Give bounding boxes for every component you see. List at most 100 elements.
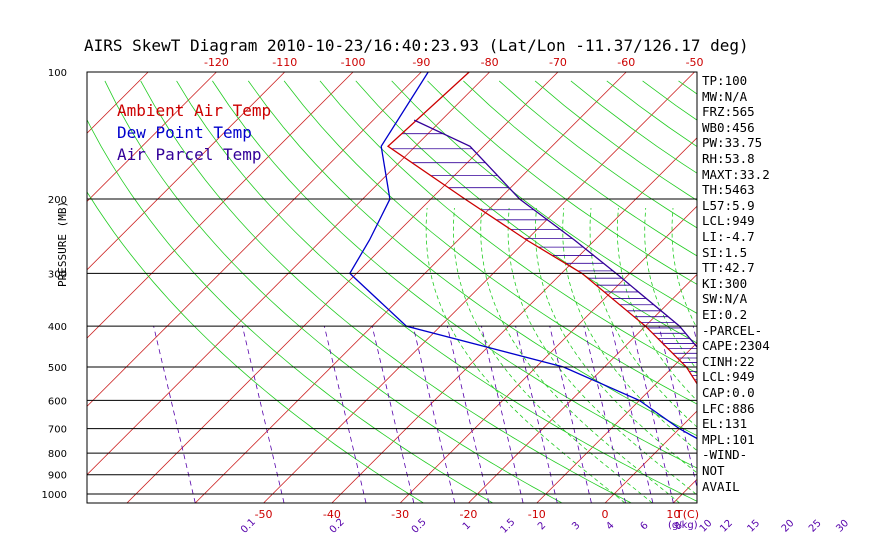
mixing-ratio-tick-label: 15 — [746, 518, 763, 535]
isotherm-line — [810, 72, 870, 503]
bottom-temp-tick-label: 10 — [666, 508, 680, 521]
index-item: MW:N/A — [702, 88, 748, 104]
top-temp-tick-label: -80 — [481, 56, 499, 69]
mixing-ratio-line — [610, 326, 654, 503]
mixing-ratio-tick-label: 2 — [536, 520, 548, 532]
index-item: EI:0.2 — [702, 307, 748, 322]
isotherm-line — [331, 137, 697, 503]
index-item: LFC:886 — [702, 400, 755, 416]
pressure-tick-label: 800 — [48, 449, 67, 460]
index-item: MPL:101 — [702, 431, 755, 447]
mixing-ratio-line — [323, 326, 367, 503]
bottom-temp-tick-label: -20 — [459, 508, 477, 521]
index-item: TH:5463 — [702, 182, 755, 198]
index-item: -WIND- — [702, 447, 748, 463]
isotherm-line — [87, 72, 354, 339]
index-item: CAPE:2304 — [702, 338, 770, 354]
mixing-ratio-line — [446, 326, 490, 503]
bottom-temp-tick-label: -40 — [323, 508, 341, 521]
moist-adiabat-line — [425, 207, 626, 503]
index-item: NOT — [702, 463, 725, 478]
dry-adiabat-line — [355, 80, 697, 344]
dew-point-line — [348, 72, 697, 440]
index-item: TT:42.7 — [702, 260, 755, 276]
pressure-tick-label: 300 — [48, 269, 67, 280]
index-item: TP:100 — [702, 73, 748, 88]
isotherm-line — [87, 72, 217, 203]
dry-adiabat-line — [319, 80, 697, 374]
mixing-ratio-line — [515, 326, 558, 503]
isotherm-line — [87, 72, 286, 271]
mixing-ratio-tick-label: 40 — [868, 518, 870, 535]
isotherm-line — [87, 72, 490, 476]
pressure-tick-label: 400 — [48, 322, 67, 333]
mixing-ratio-line — [371, 326, 415, 503]
plot-frame — [86, 71, 698, 504]
index-item: MAXT:33.2 — [702, 166, 770, 182]
legend-air-parcel-temp: Air Parcel Temp — [117, 145, 262, 164]
top-temp-tick-label: -100 — [341, 56, 366, 69]
dry-adiabat-line — [750, 81, 870, 503]
isotherm-line — [0, 72, 80, 503]
dry-adiabat-line — [140, 80, 632, 503]
index-item: PW:33.75 — [702, 135, 763, 151]
index-item: SW:N/A — [702, 291, 748, 307]
index-item: -PARCEL- — [702, 322, 763, 338]
moist-adiabat-line — [507, 207, 697, 496]
pressure-tick-label: 200 — [48, 195, 67, 206]
bottom-temp-unit-label: T(C) — [675, 508, 699, 521]
dry-adiabat-line — [87, 191, 424, 503]
index-item: LCL:949 — [702, 213, 755, 229]
dry-adiabat-line — [391, 80, 697, 314]
isotherm-line — [604, 410, 697, 503]
bottom-temp-tick-label: -50 — [255, 508, 273, 521]
index-item: AVAIL — [702, 478, 740, 494]
top-temp-tick-label: -50 — [686, 56, 704, 69]
dry-adiabat-line — [822, 81, 870, 503]
mixing-ratio-tick-label: 30 — [834, 518, 851, 535]
mixing-ratio-tick-label: 12 — [718, 518, 735, 535]
mixing-ratio-tick-label: 0.5 — [410, 517, 429, 536]
dry-adiabat-line — [104, 80, 563, 503]
top-temp-tick-label: -70 — [549, 56, 567, 69]
mixing-ratio-tick-label: 3 — [570, 520, 582, 532]
index-item: L57:5.9 — [702, 197, 755, 213]
dry-adiabat-line — [283, 80, 697, 405]
chart-title: AIRS SkewT Diagram 2010-10-23/16:40:23.9… — [84, 36, 749, 55]
index-item: FRZ:565 — [702, 104, 755, 120]
index-item: CINH:22 — [702, 353, 755, 369]
legend-dew-point-temp: Dew Point Temp — [117, 123, 252, 142]
index-item: KI:300 — [702, 275, 748, 291]
mixing-ratio-line — [631, 326, 674, 503]
index-item: LI:-4.7 — [702, 229, 755, 244]
isotherm-line — [263, 72, 695, 503]
isotherm-line — [87, 72, 422, 407]
pressure-tick-label: 900 — [48, 471, 67, 482]
pressure-tick-label: 1000 — [42, 490, 67, 501]
mixing-ratio-line — [782, 326, 824, 503]
mixing-ratio-line — [549, 326, 592, 503]
dry-adiabat-line — [786, 81, 870, 503]
index-item: SI:1.5 — [702, 244, 748, 260]
mixing-ratio-unit-label: (g/kg) — [668, 520, 698, 531]
bottom-temp-tick-label: -30 — [391, 508, 409, 521]
dry-adiabat-line — [858, 81, 870, 503]
mixing-ratio-line — [481, 326, 524, 503]
y-axis-label: PRESSURE (MB) — [56, 200, 69, 287]
index-item: EL:131 — [702, 416, 748, 432]
dry-adiabat-line — [87, 118, 493, 503]
dry-adiabat-line — [176, 80, 697, 502]
mixing-ratio-tick-label: 4 — [604, 520, 616, 532]
mixing-ratio-tick-label: 1.5 — [499, 517, 518, 536]
top-temp-tick-label: -110 — [272, 56, 297, 69]
mixing-ratio-tick-label: 10 — [698, 518, 715, 535]
isotherm-line — [399, 205, 697, 503]
mixing-ratio-tick-label: 25 — [807, 518, 824, 535]
pressure-tick-label: 700 — [48, 425, 67, 436]
pressure-tick-label: 600 — [48, 396, 67, 407]
moist-adiabat-line — [589, 207, 697, 428]
isotherm-line — [126, 72, 559, 503]
mixing-ratio-tick-label: 6 — [638, 520, 650, 532]
isotherm-line — [194, 72, 627, 503]
